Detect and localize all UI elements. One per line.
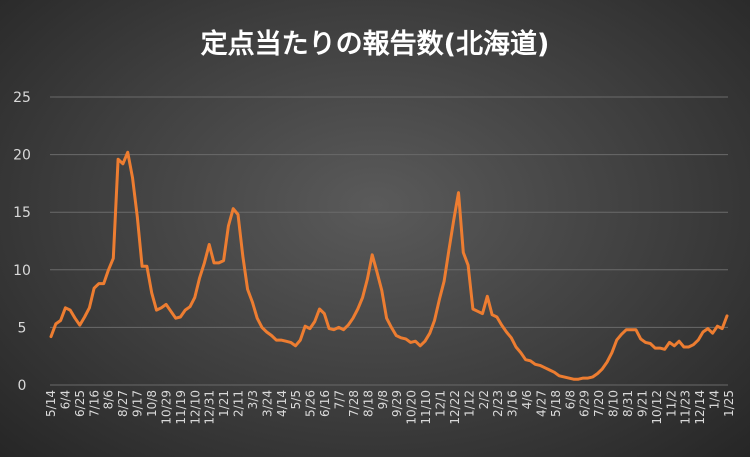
x-tick-label: 3/3: [246, 390, 260, 409]
x-tick-label: 8/18: [361, 390, 375, 417]
x-tick-label: 12/31: [203, 390, 217, 425]
x-tick-label: 10/12: [650, 390, 664, 425]
x-tick-label: 6/16: [318, 390, 332, 417]
x-tick-label: 2/11: [232, 390, 246, 417]
x-tick-label: 2/23: [491, 390, 505, 417]
y-tick-label: 0: [18, 378, 27, 394]
y-tick-label: 15: [13, 205, 31, 221]
x-tick-label: 12/14: [693, 390, 707, 425]
x-tick-label: 10/8: [145, 390, 159, 417]
x-tick-label: 4/27: [535, 390, 549, 417]
chart-title: 定点当たりの報告数(北海道): [201, 28, 550, 60]
x-tick-label: 8/31: [621, 390, 635, 417]
x-tick-label: 9/8: [376, 390, 390, 409]
x-tick-label: 9/17: [131, 390, 145, 417]
x-tick-label: 8/10: [607, 390, 621, 417]
x-tick-label: 10/29: [159, 390, 173, 425]
x-tick-label: 7/7: [333, 390, 347, 409]
y-tick-label: 20: [13, 148, 31, 164]
x-tick-label: 5/18: [549, 390, 563, 417]
x-tick-label: 1/21: [217, 390, 231, 417]
gridlines: [50, 96, 728, 386]
x-tick-label: 6/4: [58, 390, 72, 409]
x-tick-label: 1/4: [708, 390, 722, 409]
x-tick-label: 12/10: [188, 390, 202, 425]
x-tick-label: 9/21: [635, 390, 649, 417]
x-tick-label: 7/20: [592, 390, 606, 417]
x-tick-label: 1/25: [722, 390, 736, 417]
series-line-0: [49, 150, 729, 381]
x-tick-label: 3/16: [506, 390, 520, 417]
y-axis-tick-labels: 0 5 10 15 20 25: [13, 90, 31, 394]
x-tick-label: 7/28: [347, 390, 361, 417]
x-tick-label: 11/19: [174, 390, 188, 425]
x-tick-label: 5/26: [304, 390, 318, 417]
x-tick-label: 10/20: [405, 390, 419, 425]
x-tick-label: 4/14: [275, 390, 289, 417]
x-tick-label: 11/23: [679, 390, 693, 425]
x-tick-label: 4/6: [520, 390, 534, 409]
y-tick-label: 5: [18, 320, 27, 336]
x-tick-label: 8/6: [102, 390, 116, 409]
x-tick-label: 9/29: [390, 390, 404, 417]
x-tick-label: 3/24: [260, 390, 274, 417]
x-tick-label: 5/5: [289, 390, 303, 409]
x-axis-tick-labels: 5/14 6/4 6/25 7/16 8/6 8/27 9/17 10/8 10/29 11/19…: [44, 390, 736, 425]
x-tick-label: 6/25: [73, 390, 87, 417]
y-tick-label: 25: [13, 90, 31, 106]
x-tick-label: 1/12: [462, 390, 476, 417]
x-tick-label: 2/2: [477, 390, 491, 409]
x-tick-label: 8/27: [116, 390, 130, 417]
x-tick-label: 7/16: [87, 390, 101, 417]
x-tick-label: 12/22: [448, 390, 462, 425]
x-tick-label: 6/8: [563, 390, 577, 409]
x-tick-label: 5/14: [44, 390, 58, 417]
x-tick-label: 11/10: [419, 390, 433, 425]
series-layer: [49, 150, 729, 381]
y-tick-label: 10: [13, 263, 31, 279]
x-tick-label: 11/2: [664, 390, 678, 417]
x-tick-label: 6/29: [578, 390, 592, 417]
x-tick-label: 12/1: [434, 390, 448, 417]
